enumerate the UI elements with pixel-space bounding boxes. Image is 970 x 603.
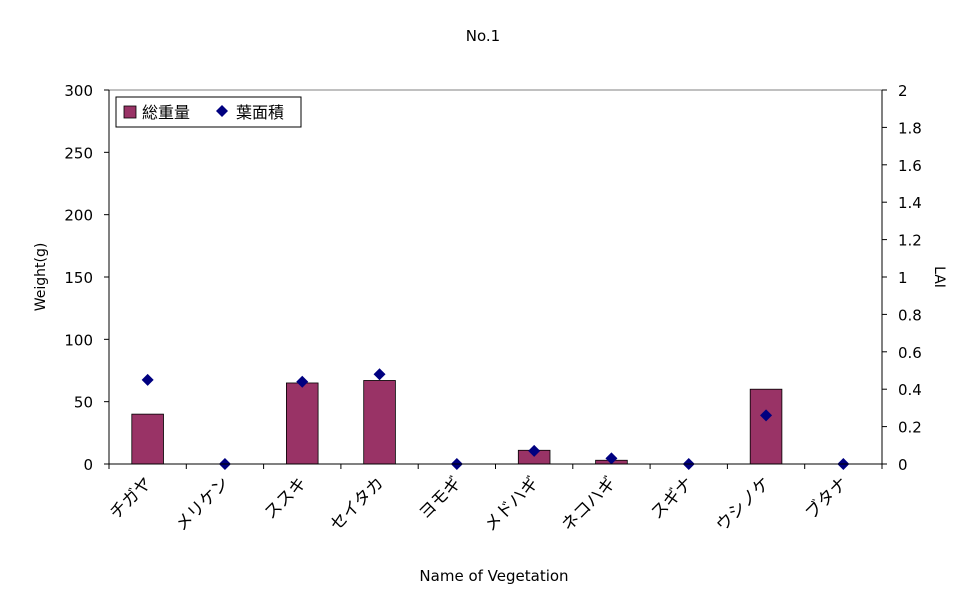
bar [286, 382, 319, 465]
y2-tick-label: 2 [898, 82, 908, 100]
x-axis: チガヤ メリケン ススキ セイタカ ヨモギ メドハギ ネコハギ スギナ ウシノケ ブタナ [106, 464, 883, 536]
legend-bar-label: 総重量 [142, 103, 190, 122]
x-tick-label: ウシノケ [712, 473, 774, 535]
y-tick-label: 300 [64, 82, 93, 100]
y-tick-label: 200 [64, 207, 93, 225]
y2-tick-label: 1.2 [898, 232, 922, 250]
x-axis-label: Name of Vegetation [419, 567, 568, 585]
x-tick-label: ブタナ [801, 473, 852, 524]
data-point [528, 444, 541, 457]
y2-tick-label: 0.6 [898, 344, 922, 362]
bar-series [131, 380, 783, 465]
legend-bar-swatch [123, 105, 137, 119]
x-tick-label: メドハギ [480, 473, 542, 535]
bar [749, 388, 783, 465]
y2-tick-label: 1.6 [898, 157, 922, 175]
y2-tick-label: 1.4 [898, 194, 922, 212]
x-tick-label: メリケン [172, 473, 234, 535]
x-tick-label: ススキ [261, 473, 311, 523]
y2-tick-label: 1 [898, 269, 908, 287]
y2-tick-label: 0 [898, 456, 908, 474]
y-tick-label: 50 [74, 394, 93, 412]
y-axis-label: Weight(g) [33, 243, 49, 312]
data-point [296, 375, 309, 388]
data-point [373, 368, 386, 381]
x-tick-label: セイタカ [326, 473, 388, 535]
data-point [141, 373, 154, 386]
point-series [141, 368, 850, 470]
y-tick-label: 250 [64, 144, 93, 162]
x-tick-label: ヨモギ [415, 473, 465, 523]
y2-axis: 0 0.2 0.4 0.6 0.8 1 1.2 1.4 1.6 1.8 2 [882, 82, 922, 474]
y2-tick-label: 1.8 [898, 119, 922, 137]
x-tick-label: スギナ [647, 473, 697, 523]
legend-point-marker [216, 105, 228, 117]
x-tick-label: チガヤ [106, 473, 156, 523]
legend-point-label: 葉面積 [236, 103, 284, 122]
y-tick-label: 100 [64, 331, 93, 349]
bar [131, 413, 164, 465]
data-point [605, 452, 618, 465]
x-tick-label: ネコハギ [558, 473, 620, 535]
y-tick-label: 0 [83, 456, 93, 474]
legend: 総重量 葉面積 [115, 96, 302, 128]
bar [363, 380, 396, 465]
y-axis: 0 50 100 150 200 250 300 [64, 82, 109, 474]
y2-tick-label: 0.8 [898, 306, 922, 324]
legend-box [115, 96, 302, 128]
y2-tick-label: 0.2 [898, 419, 922, 437]
data-point [760, 409, 773, 422]
y2-tick-label: 0.4 [898, 381, 922, 399]
chart-title: No.1 [466, 27, 500, 45]
y2-axis-label: LAI [931, 266, 947, 288]
y-tick-label: 150 [64, 269, 93, 287]
